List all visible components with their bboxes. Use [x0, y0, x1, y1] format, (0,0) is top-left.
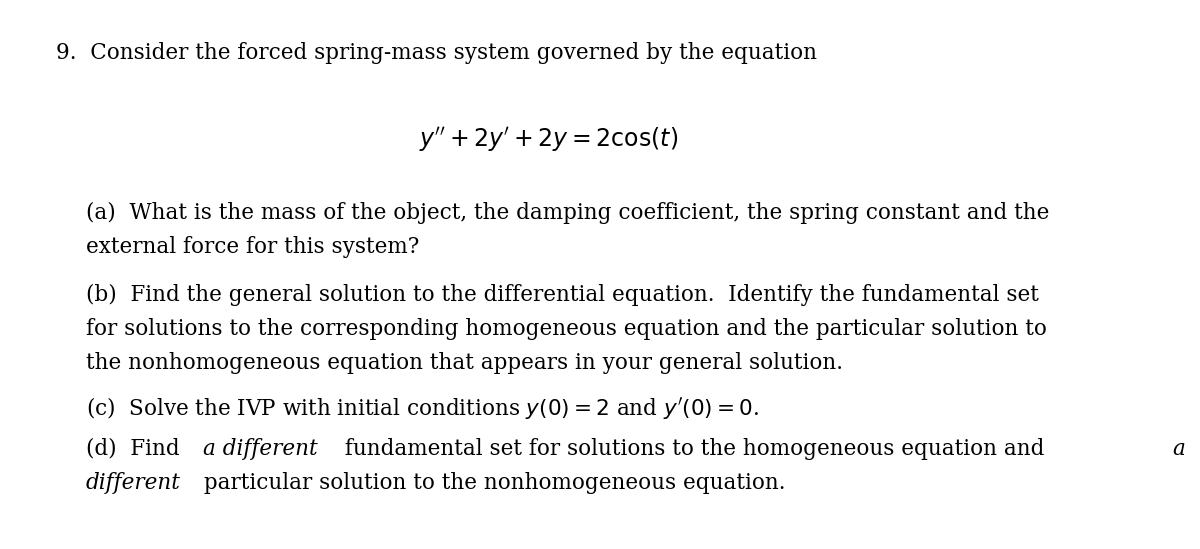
Text: (b)  Find the general solution to the differential equation.  Identify the funda: (b) Find the general solution to the dif… [86, 284, 1039, 306]
Text: a different: a different [204, 438, 318, 460]
Text: the nonhomogeneous equation that appears in your general solution.: the nonhomogeneous equation that appears… [86, 352, 842, 374]
Text: for solutions to the corresponding homogeneous equation and the particular solut: for solutions to the corresponding homog… [86, 318, 1046, 340]
Text: fundamental set for solutions to the homogeneous equation and: fundamental set for solutions to the hom… [337, 438, 1051, 460]
Text: (a)  What is the mass of the object, the damping coefficient, the spring constan: (a) What is the mass of the object, the … [86, 201, 1049, 223]
Text: particular solution to the nonhomogeneous equation.: particular solution to the nonhomogeneou… [197, 472, 785, 494]
Text: 9.  Consider the forced spring-mass system governed by the equation: 9. Consider the forced spring-mass syste… [56, 42, 817, 64]
Text: $y'' + 2y' + 2y = 2\cos(t)$: $y'' + 2y' + 2y = 2\cos(t)$ [419, 126, 678, 154]
Text: a: a [1172, 438, 1186, 460]
Text: (d)  Find: (d) Find [86, 438, 186, 460]
Text: different: different [86, 472, 181, 494]
Text: (c)  Solve the IVP with initial conditions $y(0) = 2$ and $y'(0) = 0$.: (c) Solve the IVP with initial condition… [86, 395, 758, 421]
Text: external force for this system?: external force for this system? [86, 236, 419, 257]
